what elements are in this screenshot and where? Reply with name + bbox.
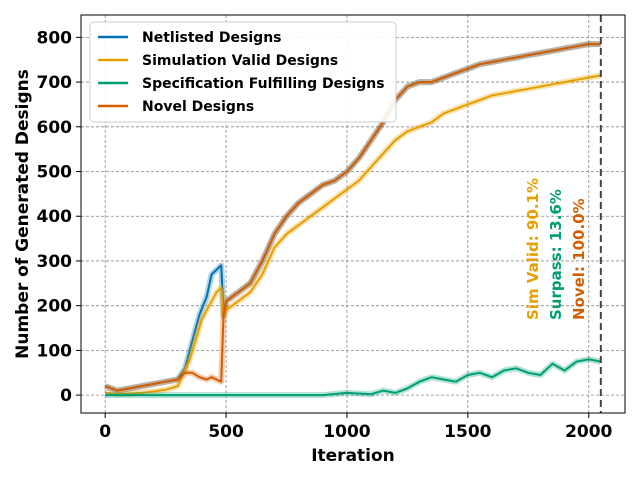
series-layer	[104, 41, 602, 399]
annotation-2: Novel: 100.0%	[570, 198, 588, 320]
x-tick-label: 2000	[565, 422, 612, 442]
legend-box	[89, 21, 397, 123]
legend-entry-1: Simulation Valid Designs	[142, 53, 338, 69]
y-tick-label: 800	[37, 28, 73, 48]
x-tick-label: 0	[99, 422, 111, 442]
y-tick-label: 700	[37, 73, 73, 93]
series-line-3	[104, 43, 601, 392]
legend: Netlisted Designs Simulation Valid Design…	[89, 21, 397, 123]
annotations: Sim Valid: 90.1% Surpass: 13.6% Novel: 100…	[524, 178, 588, 320]
y-tick-label: 500	[37, 163, 73, 183]
ticks: 0 500 1000 1500 2000 0 100 200 300 400 500 600 700 80…	[37, 28, 613, 442]
y-axis-label: Number of Generated Designs	[13, 69, 33, 359]
x-tick-label: 1500	[444, 422, 491, 442]
y-tick-label: 100	[37, 341, 73, 361]
legend-entry-2: Specification Fulfilling Designs	[142, 76, 385, 92]
y-tick-label: 300	[37, 252, 73, 272]
series-line-2	[105, 358, 601, 397]
annotation-1: Surpass: 13.6%	[547, 189, 565, 320]
plot-frame	[80, 14, 626, 414]
legend-entry-3: Novel Designs	[142, 99, 254, 115]
legend-entry-0: Netlisted Designs	[142, 30, 282, 46]
annotation-0: Sim Valid: 90.1%	[524, 178, 542, 320]
series-line-1	[105, 74, 601, 396]
x-tick-label: 500	[208, 422, 244, 442]
x-tick-label: 1000	[323, 422, 370, 442]
y-tick-label: 400	[37, 207, 73, 227]
x-axis-label: Iteration	[311, 446, 395, 466]
y-tick-label: 0	[60, 386, 72, 406]
y-tick-label: 200	[37, 297, 73, 317]
y-tick-label: 600	[37, 118, 73, 138]
